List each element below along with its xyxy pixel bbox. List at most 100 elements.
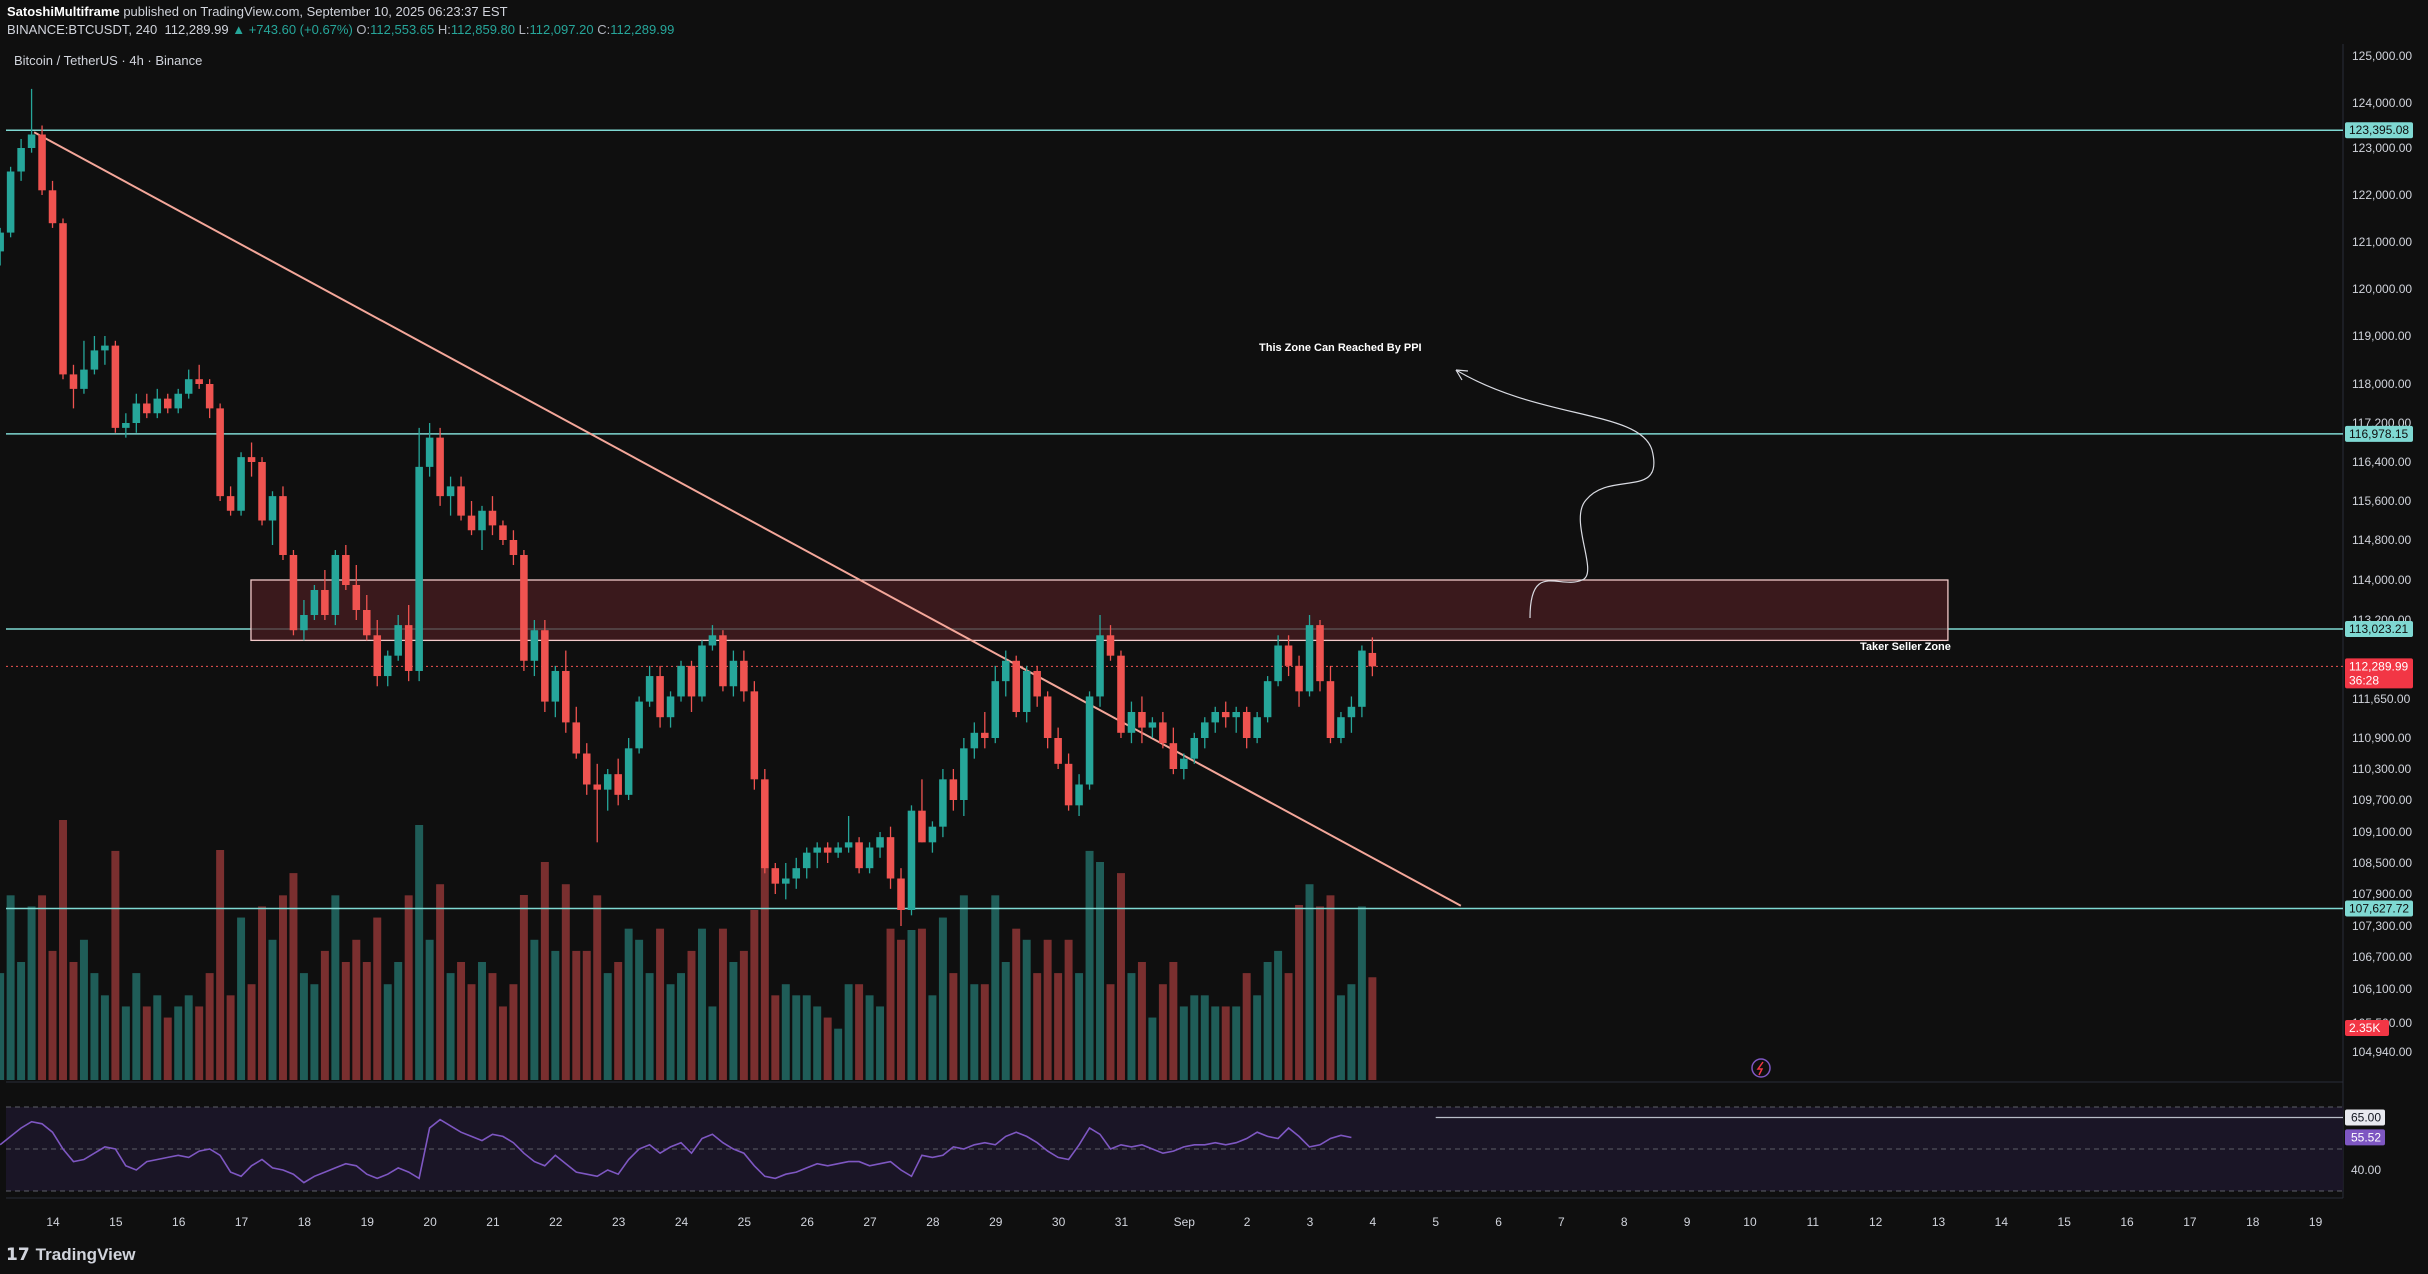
candle[interactable]	[195, 379, 203, 384]
candle[interactable]	[1022, 670, 1031, 712]
candle[interactable]	[1190, 738, 1199, 759]
candle[interactable]	[69, 374, 78, 389]
candle[interactable]	[17, 148, 25, 172]
candle[interactable]	[1221, 712, 1230, 718]
candle[interactable]	[572, 722, 581, 754]
candle[interactable]	[792, 868, 801, 879]
candle[interactable]	[153, 398, 162, 414]
candle[interactable]	[855, 842, 863, 869]
candle[interactable]	[960, 748, 968, 800]
candle[interactable]	[582, 753, 591, 785]
candle[interactable]	[383, 655, 392, 677]
candle[interactable]	[1117, 655, 1125, 733]
candle[interactable]	[1274, 645, 1282, 682]
candle[interactable]	[865, 847, 874, 869]
candle[interactable]	[0, 232, 4, 252]
candle[interactable]	[782, 878, 790, 884]
candle[interactable]	[1211, 712, 1220, 723]
candle[interactable]	[844, 842, 853, 848]
rsi-line[interactable]	[0, 1118, 1352, 1184]
candle[interactable]	[708, 635, 717, 646]
candle[interactable]	[1347, 706, 1356, 718]
candle[interactable]	[771, 868, 780, 884]
candle[interactable]	[268, 496, 277, 521]
candle[interactable]	[750, 691, 759, 780]
candle[interactable]	[1368, 652, 1377, 667]
candle[interactable]	[1054, 738, 1062, 764]
candle[interactable]	[467, 515, 476, 531]
candle[interactable]	[216, 408, 224, 497]
candle[interactable]	[143, 403, 151, 414]
candle[interactable]	[928, 826, 937, 843]
candle[interactable]	[1012, 660, 1020, 712]
candle[interactable]	[226, 496, 235, 511]
candle[interactable]	[6, 171, 15, 233]
candle[interactable]	[425, 437, 434, 467]
candle[interactable]	[729, 660, 738, 687]
candle[interactable]	[457, 486, 465, 516]
candle[interactable]	[59, 223, 67, 375]
candle[interactable]	[1284, 645, 1293, 666]
lightning-icon[interactable]	[1751, 1058, 1771, 1078]
candle[interactable]	[1169, 743, 1178, 769]
candle[interactable]	[394, 625, 402, 656]
candle[interactable]	[342, 555, 350, 585]
candle[interactable]	[1295, 665, 1303, 692]
candle[interactable]	[163, 398, 172, 409]
candle[interactable]	[310, 590, 319, 615]
candle[interactable]	[949, 779, 958, 800]
candle[interactable]	[802, 852, 811, 869]
author-name[interactable]: SatoshiMultiframe	[7, 4, 120, 19]
candle[interactable]	[1180, 758, 1188, 769]
candle[interactable]	[541, 630, 549, 702]
candle[interactable]	[321, 590, 329, 615]
candle[interactable]	[258, 462, 266, 521]
candle[interactable]	[907, 810, 916, 910]
symbol-label[interactable]: Bitcoin / TetherUS · 4h · Binance	[14, 53, 203, 68]
candle[interactable]	[1148, 722, 1157, 728]
candle[interactable]	[520, 555, 528, 661]
candle[interactable]	[509, 540, 518, 555]
candle[interactable]	[603, 774, 612, 790]
candle[interactable]	[1263, 681, 1272, 718]
candle[interactable]	[677, 665, 685, 697]
candle[interactable]	[1085, 696, 1094, 785]
candle[interactable]	[761, 779, 769, 869]
projection-arrow[interactable]	[1455, 369, 1655, 619]
candle[interactable]	[122, 423, 130, 428]
candle[interactable]	[551, 670, 560, 702]
candle[interactable]	[446, 486, 455, 497]
candle[interactable]	[1253, 717, 1261, 738]
candle[interactable]	[1358, 650, 1366, 707]
candle[interactable]	[300, 615, 308, 631]
candle[interactable]	[1096, 635, 1104, 697]
candle[interactable]	[436, 437, 444, 497]
candle[interactable]	[279, 496, 287, 555]
candle[interactable]	[38, 134, 46, 191]
candle[interactable]	[289, 555, 298, 631]
candle[interactable]	[1033, 670, 1041, 697]
candle[interactable]	[352, 585, 361, 610]
candle[interactable]	[415, 466, 423, 671]
candle[interactable]	[1316, 625, 1324, 682]
candle[interactable]	[991, 681, 1000, 738]
candle[interactable]	[981, 732, 989, 738]
candle[interactable]	[1159, 722, 1167, 744]
candle[interactable]	[918, 810, 926, 843]
candle[interactable]	[27, 134, 36, 149]
candle[interactable]	[1075, 784, 1083, 806]
candle[interactable]	[1106, 635, 1115, 656]
candle[interactable]	[331, 555, 340, 615]
candle[interactable]	[562, 670, 570, 723]
candle[interactable]	[363, 610, 371, 636]
candle[interactable]	[1043, 696, 1052, 738]
candle[interactable]	[886, 837, 895, 879]
candle[interactable]	[90, 350, 99, 370]
candle[interactable]	[478, 510, 486, 531]
candle[interactable]	[593, 784, 601, 790]
candle[interactable]	[488, 510, 497, 526]
tradingview-logo[interactable]: 𝟭𝟳 TradingView	[6, 1245, 136, 1265]
candle[interactable]	[174, 393, 182, 409]
candle[interactable]	[687, 665, 696, 697]
